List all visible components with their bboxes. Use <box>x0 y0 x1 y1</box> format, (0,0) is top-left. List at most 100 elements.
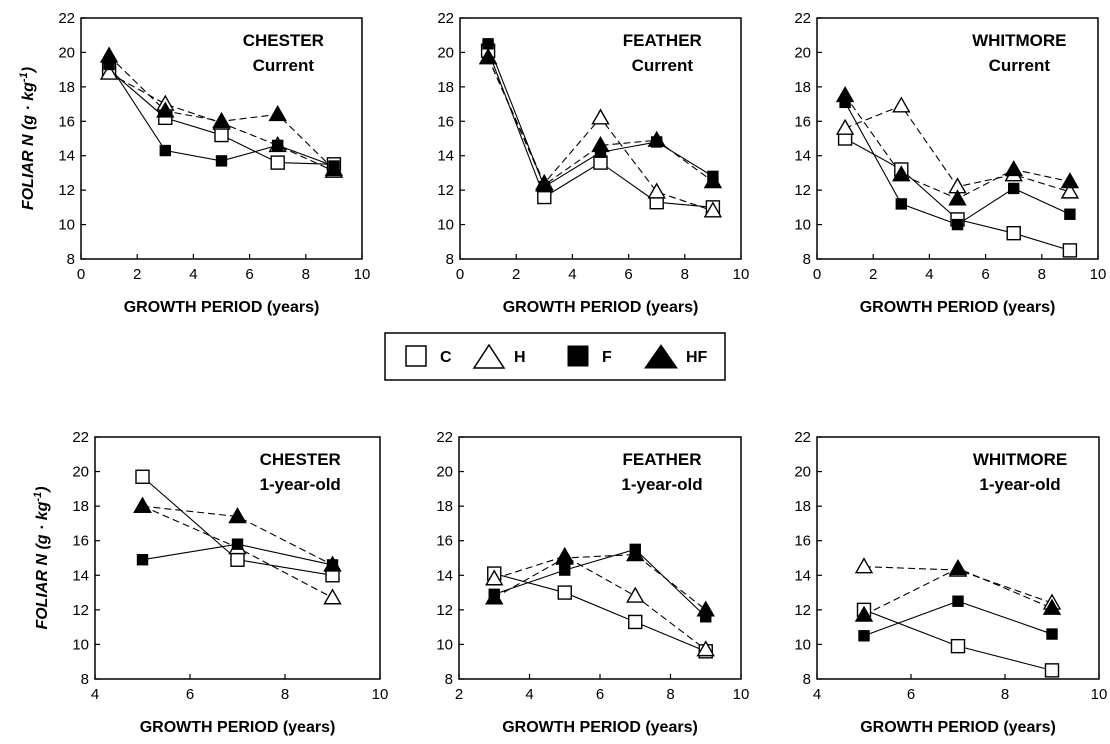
data-point-hf <box>268 104 287 122</box>
data-point-hf <box>626 545 645 562</box>
y-tick-label: 14 <box>58 148 75 165</box>
x-tick-label: 8 <box>1038 266 1046 283</box>
panel-title: WHITMORE <box>972 31 1066 50</box>
panel-title: WHITMORE <box>973 450 1067 469</box>
data-point-c <box>1044 663 1060 678</box>
data-point-c <box>230 552 245 567</box>
x-tick-label: 6 <box>624 266 632 283</box>
legend-label-h: H <box>514 349 526 366</box>
chart-panel-3: 8 10 12 14 16 18 20 22 0 2 4 6 8 10 GROWTH PERIOD (yea… <box>794 10 1106 316</box>
legend-label-hf: HF <box>686 349 708 366</box>
y-tick-label: 20 <box>437 44 454 61</box>
data-point-c <box>557 585 572 600</box>
y-tick-label: 20 <box>794 44 811 61</box>
y-tick-label: 8 <box>81 671 89 688</box>
data-point-hf <box>133 496 152 513</box>
data-point-hf <box>156 101 175 118</box>
panel-subtitle: 1-year-old <box>260 475 341 494</box>
data-point-hf <box>555 548 574 565</box>
y-tick-label: 18 <box>794 498 811 515</box>
x-tick-label: 0 <box>77 266 85 283</box>
x-tick-label: 4 <box>813 686 821 703</box>
x-axis-label: GROWTH PERIOD (years) <box>502 719 698 736</box>
y-tick-label: 10 <box>437 217 454 234</box>
x-tick-label: 2 <box>869 266 877 283</box>
data-point-h <box>703 201 723 218</box>
y-axis-label: FOLIAR N (g · kg-1) <box>18 67 37 210</box>
x-tick-label: 4 <box>189 266 197 283</box>
data-point-hf <box>892 165 911 182</box>
y-tick-label: 8 <box>445 671 453 688</box>
y-tick-label: 20 <box>436 464 453 481</box>
data-point-h <box>647 182 666 199</box>
y-tick-label: 22 <box>436 429 453 446</box>
y-tick-label: 22 <box>58 10 75 27</box>
y-tick-label: 12 <box>72 602 89 619</box>
y-tick-label: 10 <box>794 217 811 234</box>
legend-entry-hf: HF <box>644 344 708 369</box>
x-tick-label: 0 <box>813 266 821 283</box>
series-line-hf <box>487 57 714 186</box>
data-point-hf <box>1060 172 1080 189</box>
data-point-f <box>858 630 870 642</box>
legend-entry-c: C <box>405 345 452 367</box>
panel-subtitle: Current <box>632 56 694 75</box>
data-point-hf <box>696 600 715 617</box>
y-tick-label: 22 <box>794 10 811 27</box>
data-point-hf <box>99 46 119 63</box>
data-point-h <box>626 586 645 603</box>
legend-label-f: F <box>602 349 612 366</box>
y-tick-label: 8 <box>446 251 454 268</box>
legend-marker-f <box>567 345 589 367</box>
plot-frame <box>80 17 363 260</box>
x-axis-label: GROWTH PERIOD (years) <box>860 299 1056 316</box>
x-tick-label: 6 <box>596 686 604 703</box>
data-point-f <box>272 139 284 152</box>
y-tick-label: 10 <box>436 636 453 653</box>
legend-frame <box>384 332 726 381</box>
data-point-h <box>1060 182 1080 199</box>
y-tick-label: 16 <box>58 113 75 130</box>
legend: C H F HF <box>384 332 726 381</box>
data-point-hf <box>854 605 874 622</box>
x-tick-label: 4 <box>91 686 99 703</box>
y-tick-label: 22 <box>437 10 454 27</box>
legend-marker-hf <box>644 344 678 369</box>
x-axis-label: GROWTH PERIOD (years) <box>124 299 320 316</box>
y-tick-label: 18 <box>58 79 75 96</box>
data-point-c <box>214 127 229 143</box>
data-point-h <box>591 108 610 125</box>
y-tick-label: 18 <box>436 498 453 515</box>
data-point-c <box>593 155 608 170</box>
data-point-hf <box>835 86 855 103</box>
x-tick-label: 10 <box>733 266 750 283</box>
x-tick-label: 10 <box>1091 686 1108 703</box>
x-tick-label: 10 <box>354 266 371 283</box>
x-tick-label: 2 <box>455 686 463 703</box>
series-line-hf <box>493 553 707 611</box>
y-tick-label: 8 <box>67 251 75 268</box>
data-point-hf <box>485 588 504 605</box>
data-point-hf <box>1004 160 1023 177</box>
chart-panel-4: 8 10 12 14 16 18 20 22 4 6 8 10 GROWTH PERIOD (years… <box>32 429 388 736</box>
data-point-hf <box>228 507 247 524</box>
panel-title: CHESTER <box>243 31 324 50</box>
panel-subtitle: 1-year-old <box>979 475 1060 494</box>
y-tick-label: 12 <box>437 182 454 199</box>
series-line-hf <box>142 505 333 566</box>
plot-frame <box>458 436 742 680</box>
data-point-f <box>231 538 244 550</box>
data-point-f <box>482 38 494 50</box>
chart-panel-6: 8 10 12 14 16 18 20 22 4 6 8 10 GROWTH PERIOD (years… <box>794 429 1107 736</box>
x-tick-label: 4 <box>525 686 533 703</box>
y-tick-label: 18 <box>794 79 811 96</box>
x-axis-label: GROWTH PERIOD (years) <box>503 299 699 316</box>
y-axis-label: FOLIAR N (g · kg-1) <box>32 486 51 629</box>
data-point-c <box>537 189 552 205</box>
data-point-h <box>99 63 119 80</box>
y-tick-label: 14 <box>436 567 453 584</box>
data-point-hf <box>948 189 967 206</box>
series-line-h <box>494 555 707 651</box>
